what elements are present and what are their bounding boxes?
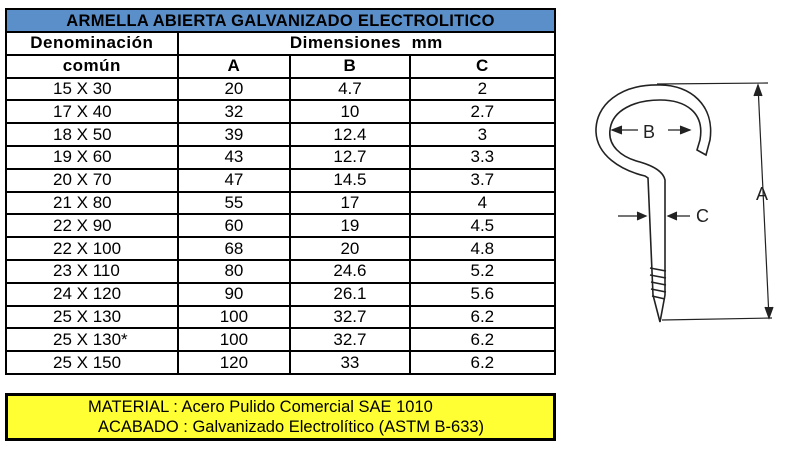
cell-a: 47 [176,167,292,193]
cell-c: 5.6 [408,281,557,307]
cell-c: 3 [408,122,557,147]
table-row: 22 X 100 68 20 4.8 [5,236,557,261]
cell-c: 4.5 [408,213,557,239]
material-note: MATERIAL : Acero Pulido Comercial SAE 10… [5,393,556,441]
cell-denominacion: 20 X 70 [5,167,179,193]
cell-denominacion: 17 X 40 [5,99,179,125]
cell-denominacion: 25 X 130 [5,304,179,330]
cell-a: 80 [176,258,292,284]
cell-c: 2 [408,76,557,102]
table-row: 25 X 130* 100 32.7 6.2 [5,327,557,353]
acabado-line: ACABADO : Galvanizado Electrolítico (AST… [98,418,485,436]
cell-denominacion: 25 X 150 [5,350,179,375]
cell-denominacion: 18 X 50 [5,122,179,147]
cell-b: 12.7 [289,144,411,170]
cell-denominacion: 15 X 30 [5,76,179,102]
cell-denominacion: 22 X 90 [5,213,179,239]
table-row: 24 X 120 90 26.1 5.6 [5,281,557,307]
cell-b: 26.1 [289,281,411,307]
cell-c: 5.2 [408,258,557,284]
cell-c: 4.8 [408,236,557,261]
hook-thread [649,267,667,300]
cell-a: 39 [176,122,292,147]
cell-b: 33 [289,350,411,375]
cell-c: 3.3 [408,144,557,170]
label-c: C [696,206,709,226]
material-line: MATERIAL : Acero Pulido Comercial SAE 10… [88,398,433,416]
cell-c: 3.7 [408,167,557,193]
cell-denominacion: 21 X 80 [5,190,179,216]
cell-a: 43 [176,144,292,170]
dimensions-table: ARMELLA ABIERTA GALVANIZADO ELECTROLITIC… [5,8,557,375]
table-title: ARMELLA ABIERTA GALVANIZADO ELECTROLITIC… [5,8,556,33]
cell-c: 6.2 [408,304,557,330]
hook-outline-outer [595,84,712,323]
cell-b: 17 [289,190,411,216]
cell-a: 120 [176,350,292,375]
cell-denominacion: 22 X 100 [5,236,179,261]
table-row: 17 X 40 32 10 2.7 [5,99,557,125]
cell-denominacion: 23 X 110 [5,258,179,284]
label-a: A [756,184,768,204]
cell-b: 4.7 [289,76,411,102]
cell-denominacion: 25 X 130* [5,327,179,353]
cell-a: 100 [176,304,292,330]
label-b: B [643,122,655,142]
table-row: 25 X 130 100 32.7 6.2 [5,304,557,330]
cell-a: 68 [176,236,292,261]
table-row: 20 X 70 47 14.5 3.7 [5,167,557,193]
dimension-b [610,125,692,135]
table-row: 18 X 50 39 12.4 3 [5,122,557,147]
table-row: 21 X 80 55 17 4 [5,190,557,216]
cell-b: 10 [289,99,411,125]
header-denominacion-1: Denominación [5,31,179,56]
header-denominacion-2: común [5,53,179,79]
cell-a: 60 [176,213,292,239]
cell-a: 90 [176,281,292,307]
cell-a: 100 [176,327,292,353]
header-a: A [176,53,292,79]
cell-c: 6.2 [408,327,557,353]
cell-c: 4 [408,190,557,216]
cell-b: 20 [289,236,411,261]
cell-b: 32.7 [289,304,411,330]
dimension-a [656,82,774,321]
cell-denominacion: 19 X 60 [5,144,179,170]
table-row: 19 X 60 43 12.7 3.3 [5,144,557,170]
table-row: 22 X 90 60 19 4.5 [5,213,557,239]
header-dimensiones: Dimensiones mm [176,31,557,56]
cell-c: 2.7 [408,99,557,125]
cell-a: 55 [176,190,292,216]
cell-b: 19 [289,213,411,239]
cell-a: 32 [176,99,292,125]
header-c: C [408,53,557,79]
table-row: 23 X 110 80 24.6 5.2 [5,258,557,284]
cell-b: 24.6 [289,258,411,284]
cell-b: 32.7 [289,327,411,353]
dimension-c [618,211,690,221]
cell-c: 6.2 [408,350,557,375]
header-b: B [289,53,411,79]
cell-b: 12.4 [289,122,411,147]
table-row: 15 X 30 20 4.7 2 [5,76,557,102]
cell-denominacion: 24 X 120 [5,281,179,307]
table-row: 25 X 150 120 33 6.2 [5,350,557,375]
cell-b: 14.5 [289,167,411,193]
cell-a: 20 [176,76,292,102]
